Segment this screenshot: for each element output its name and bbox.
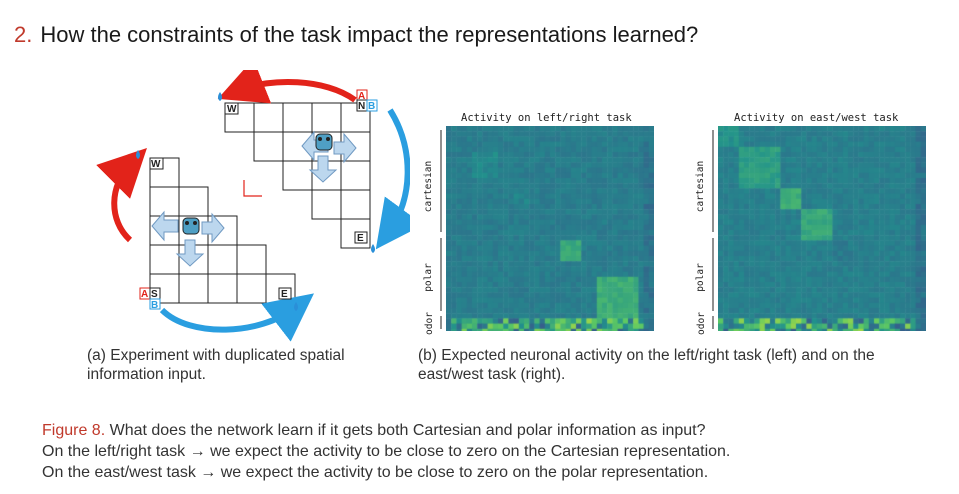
caption-a: (a) Experiment with duplicated spatial i… xyxy=(87,347,345,383)
section-number: 2. xyxy=(14,22,33,47)
agent-bottom xyxy=(151,210,225,267)
figure-caption: Figure 8. What does the network learn if… xyxy=(42,420,942,483)
water-drop-icon xyxy=(371,244,375,253)
heatmap-left xyxy=(446,126,654,331)
label-b-bottom: B xyxy=(151,300,158,311)
red-arrow-top xyxy=(217,70,357,104)
caption-b: (b) Expected neuronal activity on the le… xyxy=(418,347,875,383)
figure-caption-line1: What does the network learn if it gets b… xyxy=(109,422,706,439)
label-east-bottom: E xyxy=(281,289,288,300)
axis-marker-icon xyxy=(243,180,262,197)
label-west-left: W xyxy=(151,159,161,170)
heatmap-left-brackets xyxy=(440,130,442,329)
red-arrow-left xyxy=(96,148,147,243)
blue-arrow-right xyxy=(375,108,410,250)
figure-caption-line3: On the east/west task → we expect the ac… xyxy=(42,464,709,481)
water-drop-icon xyxy=(294,302,298,311)
heatmap-right-ylabel-cartesian: cartesian xyxy=(695,160,707,213)
agent-top xyxy=(301,130,357,183)
heatmap-left-title: Activity on left/right task xyxy=(461,112,632,124)
maze-illustration: W W A N B E A S B E xyxy=(96,70,410,342)
heatmap-right-ylabel-polar: polar xyxy=(694,263,706,292)
heatmap-left-ylabel-odor: odor xyxy=(423,312,435,335)
maze-grids xyxy=(149,102,371,304)
label-east-top: E xyxy=(357,233,364,244)
label-south: S xyxy=(151,289,158,300)
label-north: N xyxy=(358,101,365,112)
label-a-top: A xyxy=(358,91,365,102)
heatmap-right-title: Activity on east/west task xyxy=(734,112,899,124)
label-a-bottom: A xyxy=(141,289,148,300)
label-b-top: B xyxy=(368,101,375,112)
section-heading: 2. How the constraints of the task impact… xyxy=(14,22,698,48)
blue-arrow-bottom xyxy=(159,293,315,342)
water-drop-icon xyxy=(218,92,222,101)
heatmap-right-brackets xyxy=(712,130,714,329)
water-drop-icon xyxy=(136,150,140,159)
figure-label: Figure 8. xyxy=(42,422,106,439)
figure-caption-line2: On the left/right task → we expect the a… xyxy=(42,443,731,460)
section-title: How the constraints of the task impact t… xyxy=(40,22,699,47)
label-west-top: W xyxy=(227,104,237,115)
heatmap-right xyxy=(718,126,926,331)
heatmap-right-ylabel-odor: odor xyxy=(695,312,707,335)
heatmap-left-ylabel-cartesian: cartesian xyxy=(423,160,435,213)
heatmap-left-ylabel-polar: polar xyxy=(422,263,434,292)
